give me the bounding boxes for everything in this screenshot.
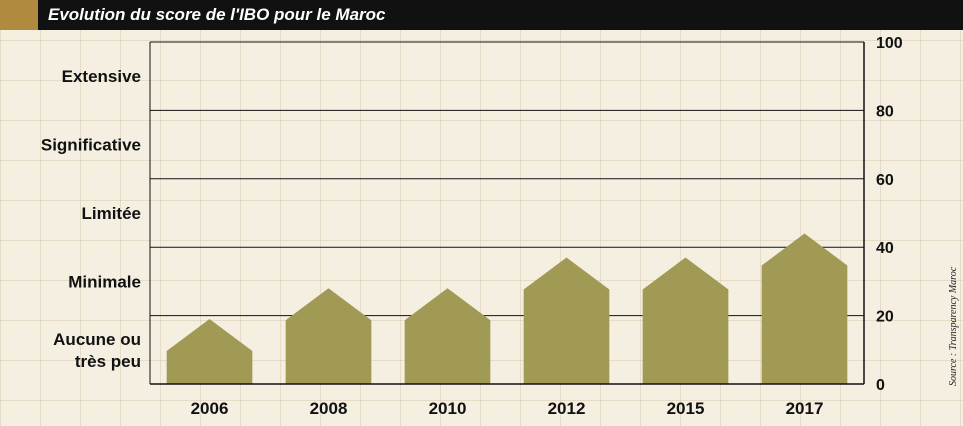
y-tick-label: 80: [876, 103, 894, 120]
x-tick-label: 2012: [548, 399, 586, 418]
header-accent: [0, 0, 38, 30]
source-note: Source : Transparency Maroc: [948, 266, 959, 386]
x-tick-label: 2006: [191, 399, 229, 418]
y-tick-label: 40: [876, 240, 894, 257]
y-tick-label: 100: [876, 35, 903, 52]
bar-2015: [642, 257, 729, 384]
score-level-label: Extensive: [62, 67, 141, 86]
x-tick-label: 2008: [310, 399, 348, 418]
x-tick-label: 2015: [667, 399, 705, 418]
gridlines: [150, 41, 864, 317]
score-level-labels: Extensive Significative Limitée Minimale Auc…: [41, 67, 141, 371]
x-tick-labels: 2006 2008 2010 2012 2015 2017: [191, 399, 824, 418]
y-tick-labels: 0 20 40 60 80 100: [876, 35, 903, 394]
bar-2017: [761, 233, 848, 384]
y-tick-label: 20: [876, 309, 894, 326]
bar-2012: [523, 257, 610, 384]
score-level-label: Minimale: [68, 272, 141, 291]
header-bar: [0, 0, 963, 30]
bars: [166, 233, 848, 384]
bar-2010: [404, 288, 491, 384]
y-tick-label: 0: [876, 377, 885, 394]
x-tick-label: 2010: [429, 399, 467, 418]
bar-2006: [166, 319, 253, 384]
score-level-label: Limitée: [81, 204, 141, 223]
y-tick-label: 60: [876, 172, 894, 189]
bar-2008: [285, 288, 372, 384]
axes: [149, 42, 865, 385]
x-tick-label: 2017: [786, 399, 824, 418]
chart-title: Evolution du score de l'IBO pour le Maro…: [48, 5, 386, 24]
score-level-label: Aucune ou très peu: [53, 330, 141, 371]
score-level-label: Significative: [41, 136, 141, 155]
